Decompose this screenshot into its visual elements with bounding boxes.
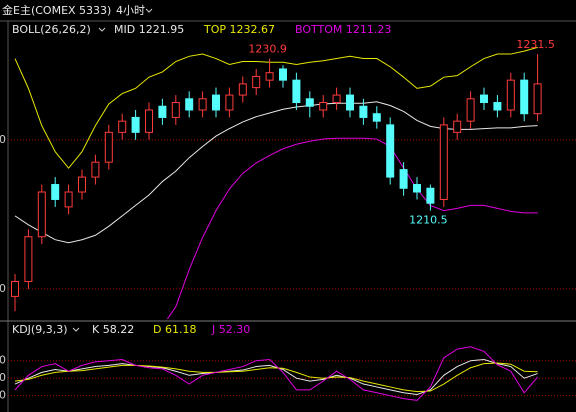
stat-name: MID [114, 23, 135, 36]
candle-body [11, 280, 19, 297]
candle-body [279, 68, 287, 81]
legend: KDJ(9,3,3) K 58.22 D 61.18 J 52.30 [12, 323, 250, 336]
stat-name: D [153, 323, 161, 336]
y-tick-label: 1200 [0, 282, 6, 295]
candle-body [480, 94, 488, 104]
band-line [14, 346, 538, 401]
candle-body [359, 105, 368, 118]
indicator-label: BOLL(26,26,2) [12, 23, 91, 36]
plot [11, 46, 542, 319]
low-label: 1210.5 [409, 214, 448, 227]
candle-body [506, 79, 515, 111]
band-line [166, 137, 538, 319]
candle-body [399, 169, 408, 189]
candle-body [372, 113, 381, 122]
candle-body [24, 236, 33, 282]
period[interactable]: 4小时 [116, 4, 145, 17]
high-label: 1231.5 [516, 38, 555, 51]
stat: K 58.22 [92, 323, 134, 336]
indicator-arrow[interactable] [72, 327, 80, 332]
candle-body [37, 191, 46, 238]
indicator-label: KDJ(9,3,3) [12, 323, 68, 336]
high-label: 1230.9 [248, 43, 287, 56]
stat-name: J [211, 323, 215, 336]
candle-body [131, 116, 140, 133]
stat-name: TOP [203, 23, 226, 36]
stat: J 52.30 [211, 323, 250, 336]
candle-body [104, 131, 113, 163]
candle-body [533, 83, 542, 115]
band-line [14, 362, 538, 393]
candle-body [91, 161, 100, 178]
candle-body [520, 79, 529, 115]
band-line [14, 46, 538, 169]
candle-body [51, 184, 60, 200]
candle-body [346, 94, 354, 111]
stat-value: 58.22 [103, 323, 135, 336]
band-line [14, 359, 538, 396]
candle-body [332, 94, 341, 104]
candle-body [493, 102, 502, 111]
candle-body [252, 75, 261, 89]
candle-body [171, 102, 180, 118]
candle-body [466, 98, 475, 122]
candle-body [265, 72, 274, 81]
title: 金E主(COMEX 5333) [2, 3, 111, 17]
y-tick-label: 80 [0, 354, 6, 367]
stat-name: K [92, 323, 100, 336]
candle-body [238, 83, 247, 96]
stat-value: 52.30 [219, 323, 251, 336]
candle-body [185, 98, 194, 111]
y-tick-label: 20 [0, 389, 6, 402]
band-line [14, 101, 538, 244]
legend: BOLL(26,26,2) MID 1221.95 TOP 1232.67 BOTT… [12, 23, 391, 36]
candle-body [78, 176, 86, 193]
stat: TOP 1232.67 [203, 23, 275, 36]
stat-value: 1211.23 [346, 23, 392, 36]
candle-body [212, 94, 220, 111]
stat: D 61.18 [153, 323, 196, 336]
candle-body [439, 124, 448, 200]
stat-name: BOTTOM [295, 23, 342, 36]
plot [14, 346, 538, 401]
candle-body [413, 184, 421, 193]
candle-body [319, 102, 328, 111]
y-tick-label: 1220 [0, 133, 6, 146]
stat: BOTTOM 1211.23 [295, 23, 391, 36]
y-tick-label: 50 [0, 371, 6, 384]
candle-body [64, 191, 73, 208]
indicator-arrow[interactable] [98, 27, 106, 32]
candle-body [158, 105, 167, 118]
candle-body [426, 187, 435, 204]
stat-value: 61.18 [165, 323, 197, 336]
candle-body [145, 109, 153, 133]
candle-body [386, 124, 395, 178]
candle-body [198, 98, 207, 111]
stat-value: 1221.95 [139, 23, 185, 36]
candle-body [225, 94, 234, 111]
candle-body [292, 79, 301, 104]
candle-body [453, 120, 462, 133]
candle-body [118, 120, 127, 133]
period-arrow[interactable] [145, 8, 153, 13]
stat: MID 1221.95 [114, 23, 184, 36]
stat-value: 1232.67 [230, 23, 276, 36]
candle-body [305, 98, 314, 107]
